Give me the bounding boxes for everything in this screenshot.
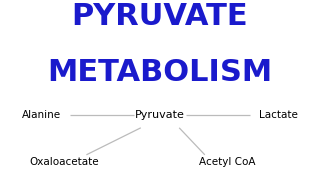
Text: Lactate: Lactate xyxy=(259,110,298,120)
Text: PYRUVATE: PYRUVATE xyxy=(72,2,248,31)
Text: METABOLISM: METABOLISM xyxy=(47,58,273,87)
Text: Acetyl CoA: Acetyl CoA xyxy=(199,157,255,167)
Text: Oxaloacetate: Oxaloacetate xyxy=(29,157,99,167)
Text: Alanine: Alanine xyxy=(22,110,61,120)
Text: Pyruvate: Pyruvate xyxy=(135,110,185,120)
